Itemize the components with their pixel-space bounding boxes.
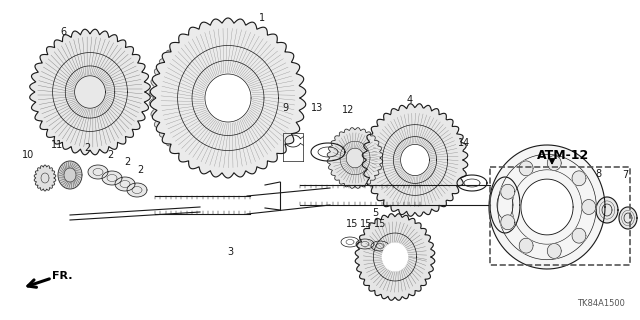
Text: 10: 10 [22, 150, 34, 160]
Text: 8: 8 [595, 169, 601, 179]
Text: TK84A1500: TK84A1500 [577, 299, 625, 308]
Text: 2: 2 [107, 150, 113, 160]
Text: 15: 15 [374, 219, 386, 229]
Polygon shape [519, 161, 533, 176]
Polygon shape [362, 104, 468, 216]
Polygon shape [582, 200, 596, 214]
Polygon shape [521, 179, 573, 235]
Polygon shape [490, 177, 520, 233]
Polygon shape [547, 244, 561, 259]
Polygon shape [88, 165, 108, 179]
Bar [490, 167, 630, 265]
Polygon shape [489, 145, 605, 269]
Polygon shape [572, 228, 586, 243]
Polygon shape [519, 238, 533, 253]
Text: 15: 15 [360, 219, 372, 229]
Text: 3: 3 [227, 247, 233, 257]
Text: 2: 2 [137, 165, 143, 175]
Text: FR.: FR. [52, 271, 72, 281]
Text: 15: 15 [346, 219, 358, 229]
Text: 13: 13 [311, 103, 323, 113]
Polygon shape [383, 243, 408, 271]
Text: 5: 5 [372, 208, 378, 218]
Polygon shape [102, 171, 122, 185]
Text: 1: 1 [259, 13, 265, 23]
Text: 14: 14 [458, 138, 470, 148]
Polygon shape [547, 156, 561, 171]
Polygon shape [327, 128, 383, 188]
Polygon shape [115, 177, 135, 191]
Text: 11: 11 [51, 140, 63, 150]
Text: 2: 2 [84, 143, 90, 153]
Text: 9: 9 [282, 103, 288, 113]
Polygon shape [619, 207, 637, 229]
Polygon shape [401, 144, 429, 176]
Polygon shape [500, 184, 515, 199]
Polygon shape [149, 29, 283, 167]
Polygon shape [58, 161, 82, 189]
Text: 7: 7 [622, 170, 628, 180]
Text: 2: 2 [124, 157, 130, 167]
Polygon shape [355, 214, 435, 300]
Text: 6: 6 [60, 27, 66, 37]
Text: 12: 12 [342, 105, 354, 115]
Polygon shape [572, 171, 586, 186]
Polygon shape [29, 29, 150, 155]
Polygon shape [500, 215, 515, 230]
Polygon shape [34, 165, 56, 191]
Polygon shape [150, 18, 306, 178]
Text: ATM-12: ATM-12 [537, 148, 589, 162]
Polygon shape [127, 183, 147, 197]
Polygon shape [205, 74, 251, 122]
Polygon shape [596, 197, 618, 223]
Text: 4: 4 [407, 95, 413, 105]
